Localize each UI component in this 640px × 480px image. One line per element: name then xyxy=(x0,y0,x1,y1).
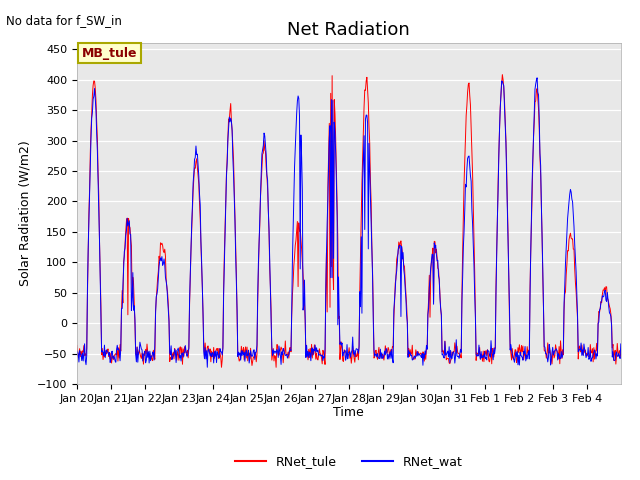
RNet_tule xyxy=(272,364,280,370)
RNet_wat xyxy=(617,341,625,347)
RNet_wat xyxy=(436,295,444,300)
Text: No data for f_SW_in: No data for f_SW_in xyxy=(6,14,122,27)
RNet_tule xyxy=(237,356,244,362)
RNet_wat xyxy=(73,353,81,359)
RNet_wat xyxy=(264,206,272,212)
RNet_wat xyxy=(204,364,211,370)
RNet_tule xyxy=(285,355,292,361)
RNet_tule xyxy=(73,343,81,348)
RNet_tule xyxy=(137,354,145,360)
Line: RNet_tule: RNet_tule xyxy=(77,74,621,367)
X-axis label: Time: Time xyxy=(333,407,364,420)
Text: MB_tule: MB_tule xyxy=(82,47,138,60)
RNet_tule xyxy=(617,354,625,360)
RNet_wat xyxy=(285,352,292,358)
Title: Net Radiation: Net Radiation xyxy=(287,21,410,39)
Line: RNet_wat: RNet_wat xyxy=(77,78,621,367)
RNet_tule xyxy=(264,185,271,191)
RNet_wat xyxy=(137,343,145,348)
RNet_tule xyxy=(406,354,413,360)
RNet_tule xyxy=(499,72,506,77)
Y-axis label: Solar Radiation (W/m2): Solar Radiation (W/m2) xyxy=(18,141,31,287)
RNet_wat xyxy=(237,348,245,353)
RNet_wat xyxy=(533,75,541,81)
RNet_wat xyxy=(406,351,413,357)
Legend: RNet_tule, RNet_wat: RNet_tule, RNet_wat xyxy=(230,450,468,473)
RNet_tule xyxy=(436,292,444,298)
